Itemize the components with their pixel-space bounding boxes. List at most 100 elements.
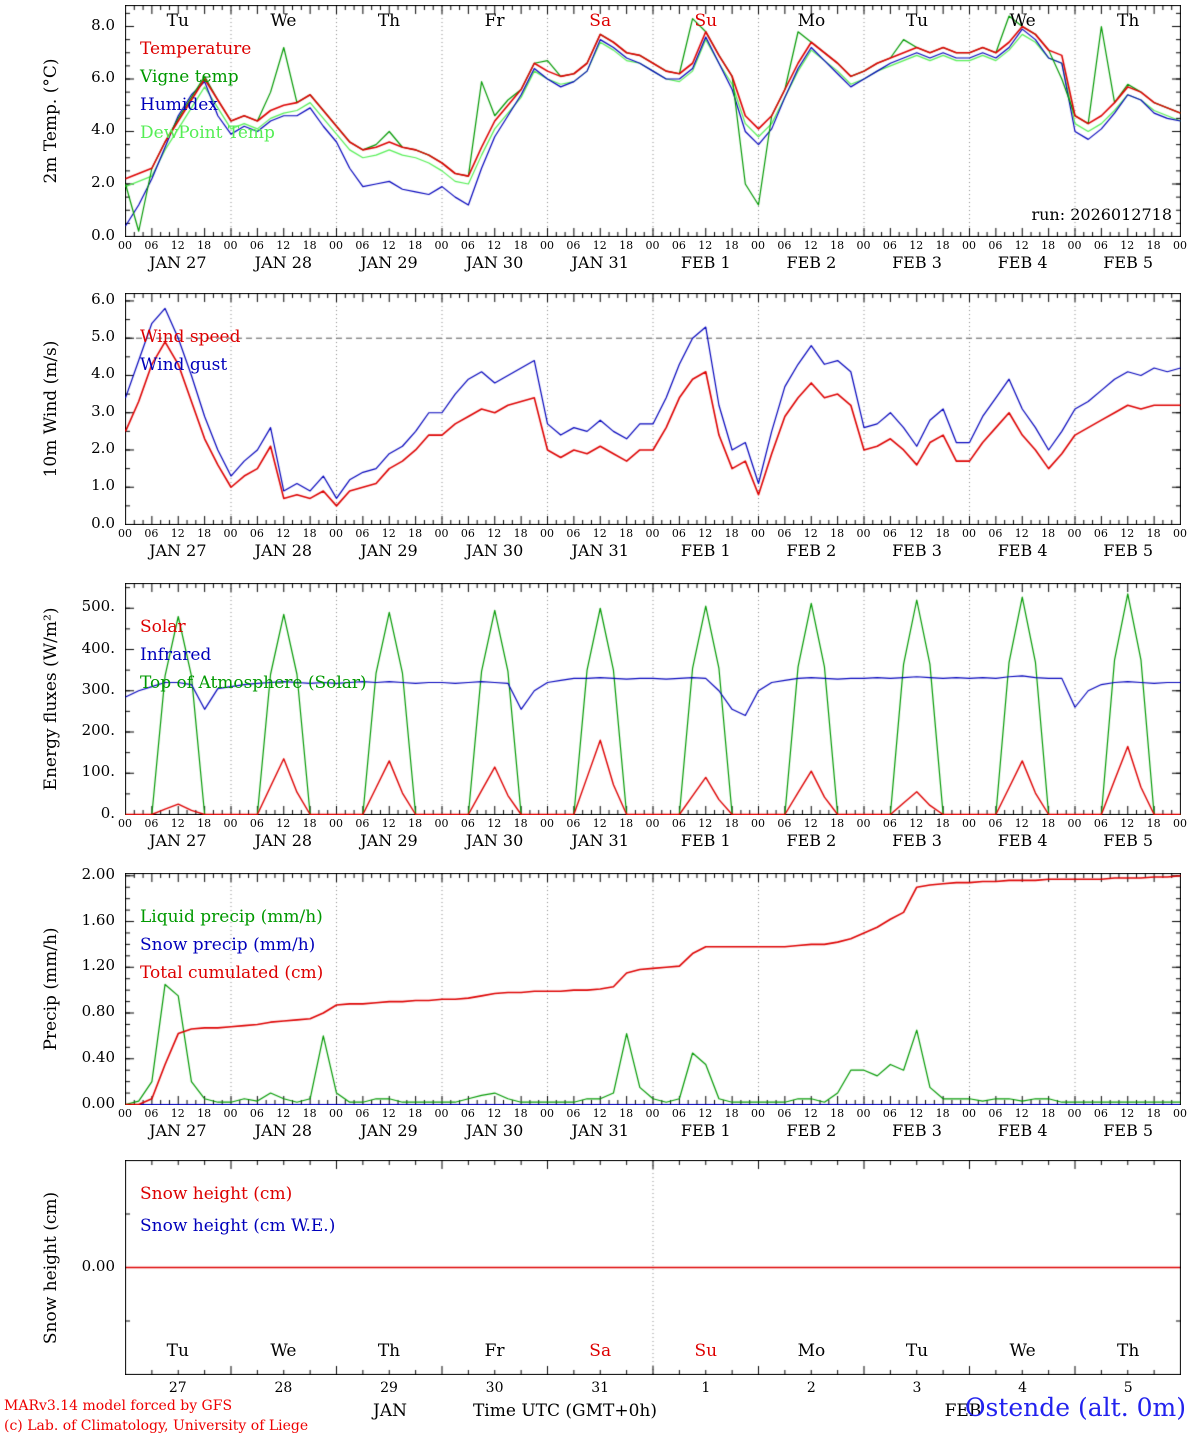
x-hour-label: 06 [249, 527, 264, 540]
weekday-label: Sa [589, 11, 612, 31]
ytick-label-wind: 5.0 [91, 327, 115, 345]
x-hour-label: 00 [856, 1107, 871, 1120]
x-hour-label: 18 [302, 817, 317, 830]
x-hour-label: 18 [513, 817, 528, 830]
x-hour-label: 00 [434, 817, 449, 830]
x-hour-label: 18 [935, 1107, 950, 1120]
x-hour-label: 00 [223, 527, 238, 540]
x-hour-label: 00 [434, 239, 449, 252]
x-hour-label: 12 [276, 239, 291, 252]
ytick-label-wind: 4.0 [91, 364, 115, 382]
x-hour-label: 18 [830, 527, 845, 540]
x-hour-label: 00 [434, 527, 449, 540]
x-hour-label: 18 [197, 527, 212, 540]
x-date-label: JAN 31 [571, 253, 629, 272]
x-hour-label: 06 [566, 817, 581, 830]
ytick-label-wind: 0.0 [91, 514, 115, 532]
x-hour-label: 00 [540, 817, 554, 830]
x-hour-label: 12 [170, 817, 185, 830]
x-hour-label: 00 [645, 1107, 660, 1120]
x-hour-label: 00 [540, 527, 554, 540]
x-hour-label: 12 [698, 239, 713, 252]
x-hour-label: 18 [408, 239, 423, 252]
x-hour-label: 12 [592, 527, 607, 540]
x-hour-label: 06 [566, 527, 581, 540]
x-date-label: FEB 5 [1103, 541, 1154, 560]
x-hour-label: 00 [962, 817, 976, 830]
panel-plot-precip [125, 873, 1181, 1105]
weekday-label: We [270, 1341, 297, 1361]
x-hour-label: 00 [1067, 527, 1082, 540]
x-date-label: JAN 27 [149, 1121, 207, 1140]
x-hour-label: 12 [381, 817, 396, 830]
x-date-label: FEB 3 [892, 1121, 942, 1140]
x-hour-label: 06 [144, 527, 159, 540]
x-hour-label: 12 [909, 527, 924, 540]
weekday-label: Th [1117, 11, 1140, 31]
x-hour-label: 00 [329, 527, 343, 540]
x-hour-label: 18 [619, 1107, 634, 1120]
x-hour-label: 06 [882, 527, 897, 540]
x-hour-label: 00 [118, 1107, 132, 1120]
x-date-label: JAN 30 [465, 1121, 524, 1140]
x-hour-label: 06 [460, 1107, 475, 1120]
x-hour-label: 18 [935, 817, 950, 830]
x-hour-label: 12 [698, 817, 713, 830]
x-date-label: FEB 2 [786, 831, 837, 850]
x-hour-label: 12 [276, 1107, 291, 1120]
x-hour-label: 06 [460, 527, 475, 540]
x-hour-label: 18 [935, 527, 950, 540]
y-axis-label-energy: Energy fluxes (W/m²) [41, 607, 62, 791]
x-date-label: JAN 29 [360, 831, 418, 850]
weekday-label: We [1009, 1341, 1036, 1361]
x-hour-label: 12 [1014, 239, 1029, 252]
x-hour-label: 12 [1014, 527, 1029, 540]
x-hour-label: 18 [513, 527, 528, 540]
legend-precip-2: Total cumulated (cm) [140, 963, 324, 983]
x-hour-label: 18 [830, 817, 845, 830]
x-hour-label: 00 [645, 527, 660, 540]
x-hour-label: 06 [144, 1107, 159, 1120]
x-date-label: JAN 27 [149, 831, 207, 850]
ytick-label-precip: 0.80 [81, 1002, 115, 1020]
weekday-label: Mo [797, 1341, 826, 1361]
x-hour-label: 00 [1173, 1107, 1187, 1120]
ytick-label-energy: 300. [81, 680, 115, 698]
x-hour-label: 06 [460, 239, 475, 252]
weekday-label: Su [694, 1341, 718, 1361]
x-date-label: JAN 30 [465, 831, 524, 850]
x-hour-label: 12 [487, 817, 502, 830]
x-hour-label: 00 [751, 527, 765, 540]
x-date-label: JAN 31 [571, 1121, 629, 1140]
x-hour-label: 18 [830, 1107, 845, 1120]
x-hour-label: 00 [118, 527, 132, 540]
bottom-day-number: 3 [912, 1380, 922, 1396]
bottom-day-number: 31 [591, 1380, 610, 1396]
x-date-label: FEB 2 [786, 253, 837, 272]
x-hour-label: 06 [988, 239, 1003, 252]
x-hour-label: 00 [1067, 1107, 1082, 1120]
ytick-label-wind: 1.0 [91, 476, 115, 494]
ytick-label-temp: 0.0 [91, 226, 115, 244]
ytick-label-precip: 1.20 [81, 956, 115, 974]
x-hour-label: 18 [1146, 239, 1161, 252]
x-hour-label: 00 [329, 817, 343, 830]
x-date-label: JAN 29 [360, 1121, 418, 1140]
x-hour-label: 00 [540, 239, 554, 252]
x-hour-label: 06 [671, 239, 686, 252]
x-hour-label: 18 [197, 817, 212, 830]
x-hour-label: 12 [170, 527, 185, 540]
x-hour-label: 06 [988, 817, 1003, 830]
x-hour-label: 18 [1041, 817, 1056, 830]
x-hour-label: 12 [487, 527, 502, 540]
x-hour-label: 18 [302, 1107, 317, 1120]
x-date-label: FEB 2 [786, 1121, 837, 1140]
x-hour-label: 12 [1120, 817, 1135, 830]
x-hour-label: 12 [803, 1107, 818, 1120]
y-axis-label-snow: Snow height (cm) [41, 1191, 62, 1344]
x-hour-label: 00 [434, 1107, 449, 1120]
x-hour-label: 18 [408, 1107, 423, 1120]
x-hour-label: 12 [381, 527, 396, 540]
x-date-label: FEB 3 [892, 541, 942, 560]
x-hour-label: 06 [1093, 527, 1108, 540]
